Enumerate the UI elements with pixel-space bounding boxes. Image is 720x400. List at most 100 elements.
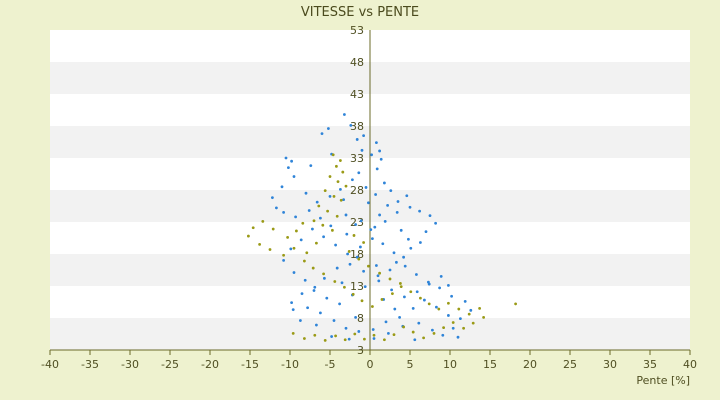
scatter-point-blue <box>290 159 293 163</box>
scatter-point-olive <box>457 307 461 311</box>
scatter-point-olive <box>339 198 343 202</box>
scatter-point-olive <box>378 271 381 275</box>
scatter-point-blue <box>469 308 473 312</box>
scatter-point-blue <box>438 286 441 290</box>
scatter-point-blue <box>334 243 337 247</box>
y-tick-label: 38 <box>350 120 364 133</box>
scatter-point-olive <box>303 337 306 340</box>
x-tick-label: 0 <box>367 358 374 371</box>
scatter-point-blue <box>275 206 278 210</box>
scatter-point-olive <box>261 219 265 223</box>
scatter-point-blue <box>328 195 332 198</box>
scatter-point-blue <box>456 335 460 339</box>
scatter-point-olive <box>331 228 334 232</box>
x-axis-title: Pente [%] <box>636 374 690 387</box>
scatter-point-olive <box>286 235 289 239</box>
scatter-point-blue <box>428 214 432 218</box>
scatter-point-olive <box>380 298 384 301</box>
x-tick-label: -35 <box>81 358 99 371</box>
scatter-point-olive <box>258 243 261 246</box>
scatter-point-blue <box>322 235 325 239</box>
scatter-point-blue <box>393 307 397 311</box>
scatter-point-blue <box>346 252 349 256</box>
scatter-point-olive <box>317 204 321 208</box>
scatter-point-blue <box>364 186 368 189</box>
scatter-point-blue <box>320 132 324 136</box>
x-tick-label: -10 <box>281 358 299 371</box>
x-tick-label: -30 <box>121 358 139 371</box>
scatter-point-blue <box>381 242 385 246</box>
scatter-point-blue <box>315 323 318 327</box>
y-tick-label: 3 <box>357 344 364 357</box>
scatter-point-olive <box>344 184 348 188</box>
x-tick-label: 25 <box>563 358 577 371</box>
scatter-point-olive <box>478 307 481 310</box>
x-tick-label: 15 <box>483 358 497 371</box>
scatter-point-olive <box>322 272 325 276</box>
scatter-point-olive <box>419 296 422 300</box>
scatter-point-blue <box>447 314 450 317</box>
scatter-point-olive <box>328 175 332 178</box>
scatter-point-blue <box>359 219 363 223</box>
scatter-point-blue <box>354 223 357 226</box>
scatter-point-blue <box>319 311 322 315</box>
scatter-point-blue <box>434 221 437 225</box>
scatter-point-blue <box>284 156 288 160</box>
scatter-point-blue <box>345 232 349 236</box>
scatter-point-olive <box>514 302 517 306</box>
scatter-point-blue <box>387 331 390 335</box>
y-tick-label: 33 <box>350 152 364 165</box>
scatter-point-olive <box>339 159 342 162</box>
scatter-point-blue <box>344 326 348 330</box>
scatter-point-blue <box>407 237 410 241</box>
y-tick-label: 53 <box>350 24 364 37</box>
x-axis-ticks: -40 -35 -30 -25 -20 -15 -10 -5 0 5 10 15 20 25 30 35 40 <box>41 350 697 371</box>
scatter-point-blue <box>300 292 304 296</box>
scatter-point-olive <box>311 266 315 270</box>
scatter-point-olive <box>353 332 357 336</box>
scatter-point-olive <box>402 325 405 329</box>
scatter-point-blue <box>287 166 290 170</box>
scatter-point-olive <box>295 229 298 233</box>
scatter-point-blue <box>395 211 399 214</box>
scatter-point-blue <box>388 268 392 272</box>
x-tick-label: -40 <box>41 358 59 371</box>
scatter-point-blue <box>306 306 309 310</box>
scatter-point-olive <box>251 226 255 230</box>
scatter-point-olive <box>323 339 327 342</box>
scatter-point-blue <box>299 238 303 242</box>
scatter-point-olive <box>333 280 337 283</box>
scatter-point-blue <box>292 271 296 274</box>
scatter-point-blue <box>349 123 353 127</box>
scatter-point-blue <box>311 227 314 231</box>
scatter-point-blue <box>392 251 396 255</box>
scatter-point-blue <box>359 245 362 249</box>
scatter-point-olive <box>371 305 374 308</box>
scatter-point-blue <box>327 127 330 130</box>
x-tick-label: 35 <box>643 358 657 371</box>
scatter-point-blue <box>307 209 311 212</box>
scatter-point-blue <box>357 330 361 333</box>
scatter-point-olive <box>268 248 272 251</box>
scatter-point-blue <box>355 255 359 259</box>
scatter-point-blue <box>332 319 336 322</box>
scatter-point-blue <box>371 328 375 331</box>
scatter-point-blue <box>362 134 365 138</box>
scatter-point-blue <box>339 187 342 191</box>
scatter-point-olive <box>313 333 317 337</box>
scatter-point-blue <box>329 224 333 228</box>
scatter-point-olive <box>437 307 441 311</box>
x-tick-label: 40 <box>683 358 697 371</box>
x-tick-label: -25 <box>161 358 179 371</box>
scatter-point-blue <box>354 315 357 319</box>
scatter-point-olive <box>422 336 425 340</box>
scatter-point-blue <box>398 315 401 319</box>
scatter-point-blue <box>375 141 378 145</box>
scatter-point-olive <box>427 302 431 306</box>
scatter-point-olive <box>305 251 309 255</box>
y-tick-label: 48 <box>350 56 364 69</box>
scatter-point-blue <box>372 337 376 340</box>
scatter-point-blue <box>419 241 422 244</box>
scatter-point-blue <box>383 181 386 185</box>
